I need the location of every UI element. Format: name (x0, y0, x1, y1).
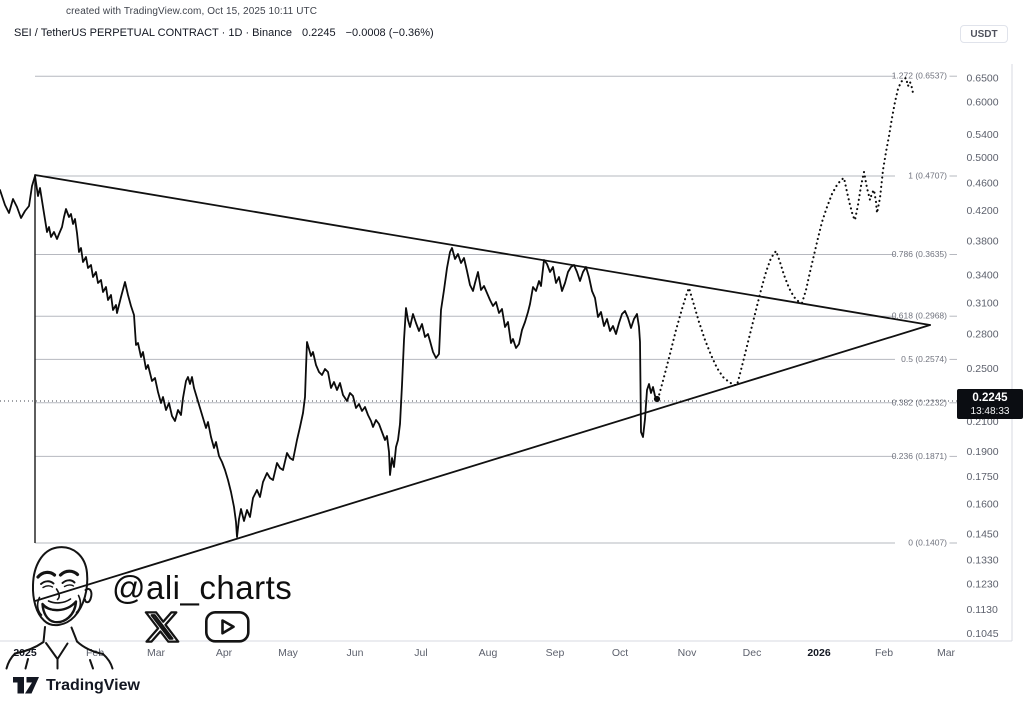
time-axis-month-label: Feb (875, 647, 893, 659)
price-tick-label: 0.1130 (967, 604, 998, 616)
price-tick-label: 0.3100 (967, 297, 999, 309)
symbol-header: SEI / TetherUS PERPETUAL CONTRACT · 1D ·… (14, 27, 434, 39)
youtube-play-icon (204, 610, 250, 643)
fib-level-label: 0 (0.1407) (908, 538, 947, 548)
price-tick-label: 0.5400 (967, 129, 999, 141)
price-tick-label: 0.1045 (967, 628, 999, 640)
time-axis-month-label: Apr (216, 647, 233, 659)
ali-charts-avatar-drawing (5, 546, 114, 670)
price-series-line (0, 175, 658, 538)
time-axis-month-label: Dec (743, 647, 762, 659)
price-tick-label: 0.2800 (967, 328, 999, 340)
fib-level-label: 0.5 (0.2574) (901, 354, 947, 364)
time-axis-month-label: Jun (347, 647, 364, 659)
fib-level-label: 0.786 (0.3635) (892, 249, 947, 259)
watermark-handle: @ali_charts (112, 569, 293, 606)
price-tick-label: 0.6500 (967, 72, 999, 84)
tradingview-brand-text: TradingView (46, 677, 140, 694)
price-tick-label: 0.1330 (967, 555, 999, 567)
badge-price: 0.2245 (972, 392, 1008, 404)
fib-level-label: 1.272 (0.6537) (892, 71, 947, 81)
tradingview-logo-icon (13, 677, 39, 694)
projected-path-line (656, 76, 915, 401)
time-axis-year-label: 2025 (13, 647, 37, 659)
time-axis-year-label: 2026 (807, 647, 831, 659)
last-price-value: 0.2245 (301, 27, 336, 39)
price-tick-label: 0.1750 (967, 471, 999, 483)
badge-countdown: 13:48:33 (970, 405, 1010, 417)
fib-level-label: 0.618 (0.2968) (892, 311, 947, 321)
price-tick-label: 0.3800 (967, 236, 999, 248)
time-axis-month-label: Jul (414, 647, 427, 659)
price-tick-label: 0.1600 (967, 498, 999, 510)
time-axis-month-label: Oct (612, 647, 628, 659)
fib-level-label: 1 (0.4707) (908, 171, 947, 181)
time-axis-month-label: Sep (546, 647, 565, 659)
price-tick-label: 0.4200 (967, 205, 999, 217)
time-axis-month-label: Mar (937, 647, 956, 659)
price-tick-label: 0.2500 (967, 363, 999, 375)
price-tick-label: 0.1230 (967, 578, 999, 590)
price-tick-label: 0.1900 (967, 446, 999, 458)
time-axis-month-label: May (278, 647, 299, 659)
time-axis-month-label: Aug (479, 647, 498, 659)
price-scale-badge: 0.2245 13:48:33 (957, 389, 1023, 419)
fib-level-label: 0.236 (0.1871) (892, 451, 947, 461)
created-with-note: created with TradingView.com, Oct 15, 20… (66, 6, 318, 17)
time-axis-month-label: Nov (678, 647, 697, 659)
last-price-dot (653, 395, 661, 403)
price-tick-label: 0.1450 (967, 528, 999, 540)
price-change-value: −0.0008 (−0.36%) (345, 27, 434, 39)
time-axis-month-label: Mar (147, 647, 166, 659)
price-tick-label: 0.5000 (967, 152, 999, 164)
fib-level-label: 0.382 (0.2232) (892, 397, 947, 407)
triangle-upper-trendline (34, 174, 931, 326)
price-tick-label: 0.6000 (967, 97, 999, 109)
currency-unit-button[interactable]: USDT (960, 25, 1008, 43)
triangle-lower-trendline (34, 324, 931, 602)
price-tick-label: 0.4600 (967, 177, 999, 189)
price-tick-label: 0.3400 (967, 269, 999, 281)
symbol-title: SEI / TetherUS PERPETUAL CONTRACT · 1D ·… (14, 27, 292, 39)
x-twitter-icon (144, 611, 180, 643)
